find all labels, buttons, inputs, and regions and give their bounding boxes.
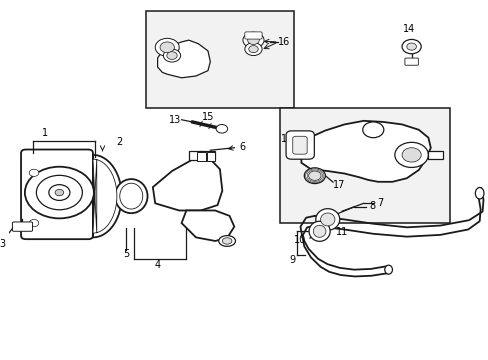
FancyBboxPatch shape bbox=[285, 131, 314, 159]
Ellipse shape bbox=[222, 238, 231, 244]
Ellipse shape bbox=[308, 221, 329, 241]
Circle shape bbox=[362, 122, 383, 138]
Ellipse shape bbox=[320, 213, 334, 226]
Circle shape bbox=[401, 148, 420, 162]
Text: 5: 5 bbox=[123, 249, 129, 259]
Text: 14: 14 bbox=[402, 24, 414, 35]
Ellipse shape bbox=[315, 209, 339, 230]
Circle shape bbox=[304, 168, 325, 184]
Ellipse shape bbox=[115, 179, 147, 213]
FancyBboxPatch shape bbox=[21, 149, 93, 239]
Polygon shape bbox=[93, 155, 122, 237]
Polygon shape bbox=[93, 159, 117, 233]
Polygon shape bbox=[188, 151, 215, 160]
Text: 15: 15 bbox=[202, 112, 214, 122]
Ellipse shape bbox=[218, 235, 235, 246]
Text: 7: 7 bbox=[376, 198, 382, 208]
Text: 12: 12 bbox=[280, 134, 293, 144]
Circle shape bbox=[25, 167, 94, 219]
Bar bbox=[279, 108, 449, 223]
Polygon shape bbox=[153, 157, 222, 211]
Circle shape bbox=[401, 40, 420, 54]
Circle shape bbox=[36, 175, 82, 210]
Circle shape bbox=[155, 39, 179, 56]
Circle shape bbox=[55, 189, 63, 196]
Text: 8: 8 bbox=[368, 201, 375, 211]
Circle shape bbox=[243, 32, 264, 48]
Polygon shape bbox=[181, 211, 234, 241]
Circle shape bbox=[29, 220, 39, 226]
Polygon shape bbox=[427, 150, 442, 159]
FancyBboxPatch shape bbox=[197, 152, 205, 161]
FancyBboxPatch shape bbox=[244, 32, 262, 39]
Circle shape bbox=[216, 125, 227, 133]
FancyBboxPatch shape bbox=[404, 58, 417, 65]
Text: 11: 11 bbox=[335, 227, 347, 237]
FancyBboxPatch shape bbox=[12, 222, 33, 231]
Circle shape bbox=[49, 185, 70, 201]
Text: 6: 6 bbox=[240, 142, 245, 152]
Polygon shape bbox=[301, 121, 430, 182]
Text: 3: 3 bbox=[0, 239, 5, 249]
Ellipse shape bbox=[474, 188, 483, 199]
Circle shape bbox=[244, 42, 262, 55]
Circle shape bbox=[308, 171, 321, 180]
Text: 2: 2 bbox=[116, 138, 122, 147]
Text: 17: 17 bbox=[332, 180, 344, 190]
Text: 9: 9 bbox=[288, 255, 295, 265]
Circle shape bbox=[29, 169, 39, 176]
FancyBboxPatch shape bbox=[206, 152, 215, 161]
FancyBboxPatch shape bbox=[292, 136, 306, 154]
Ellipse shape bbox=[313, 225, 325, 237]
Circle shape bbox=[394, 142, 427, 167]
Ellipse shape bbox=[384, 265, 392, 274]
Text: 16: 16 bbox=[278, 37, 290, 47]
Circle shape bbox=[166, 52, 177, 59]
Text: 13: 13 bbox=[168, 115, 181, 125]
Circle shape bbox=[160, 42, 174, 53]
Polygon shape bbox=[157, 40, 210, 78]
Circle shape bbox=[248, 46, 258, 53]
Text: 4: 4 bbox=[154, 260, 161, 270]
Circle shape bbox=[163, 49, 180, 62]
Bar bbox=[145, 12, 294, 108]
Circle shape bbox=[406, 43, 416, 50]
Ellipse shape bbox=[120, 183, 142, 209]
Text: 10: 10 bbox=[294, 235, 306, 245]
Text: 1: 1 bbox=[42, 128, 48, 138]
Circle shape bbox=[247, 36, 259, 45]
